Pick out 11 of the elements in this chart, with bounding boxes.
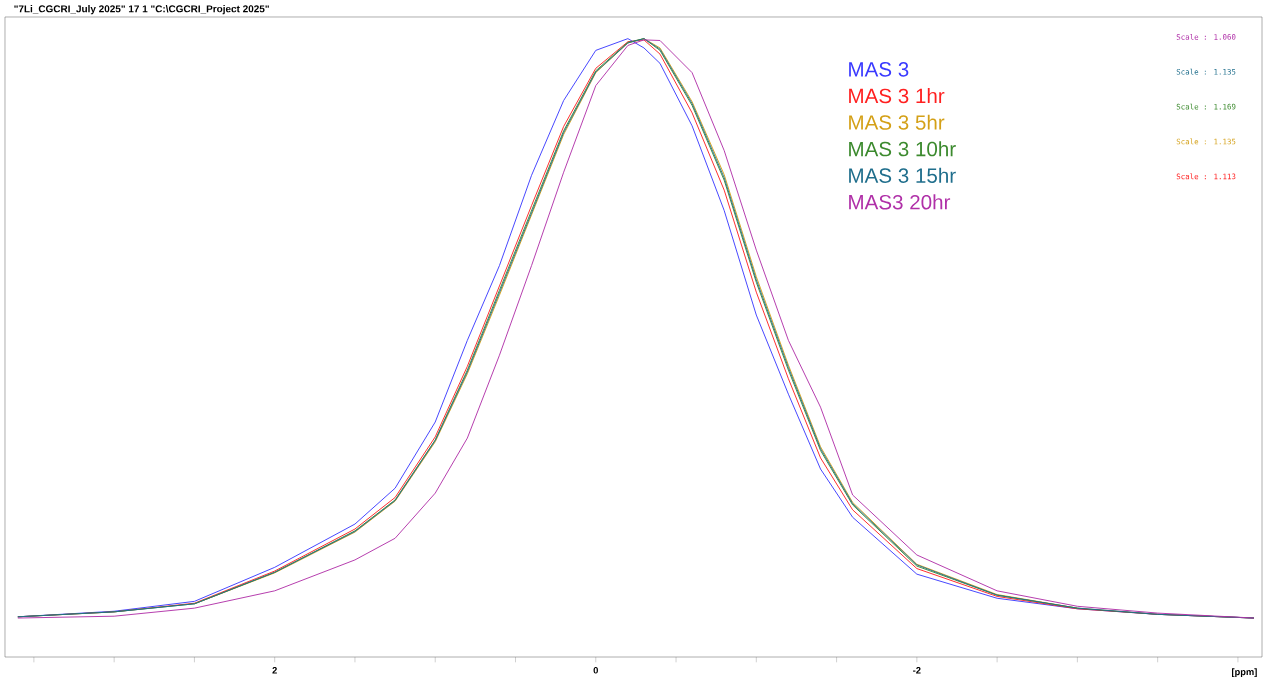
text: MAS3 20hr	[849, 194, 951, 210]
x-axis-title: [ppm]	[1232, 668, 1257, 678]
text: MAS 3	[849, 62, 909, 77]
text: MAS 3 1hr	[849, 88, 945, 104]
text: MAS 3 10hr	[849, 141, 956, 157]
x-tick-label: -2	[913, 667, 921, 674]
text: MAS 3 15hr	[849, 167, 956, 183]
text: MAS 3 5hr	[849, 114, 945, 130]
x-tick-label: 0	[593, 667, 598, 674]
chart-title: "7Li_CGCRI_July 2025" 17 1 "C:\CGCRI_Project 2025"	[14, 5, 269, 15]
x-tick-label: 2	[272, 667, 277, 674]
